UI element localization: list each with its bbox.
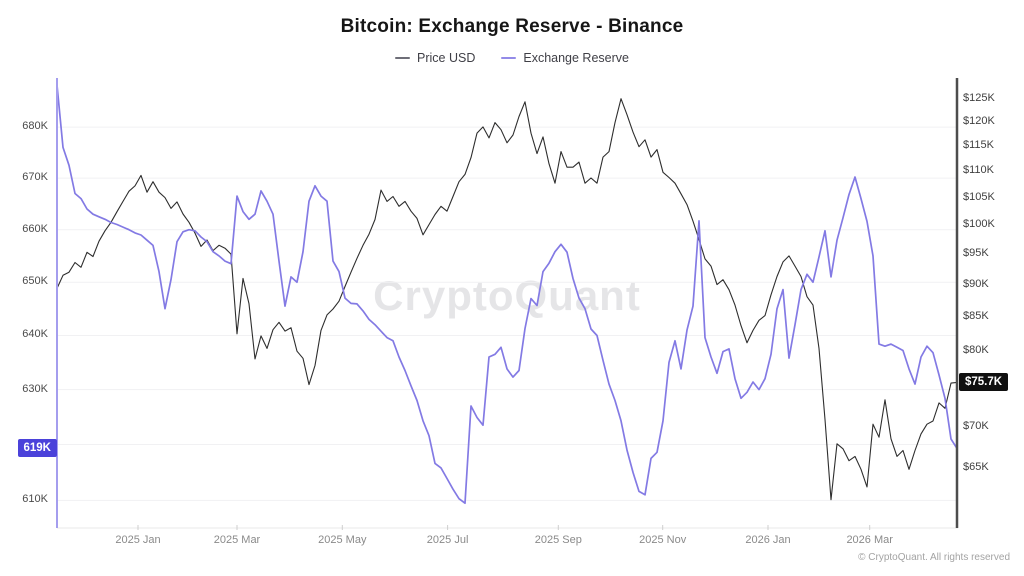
reserve-line [56,84,958,505]
reserve-line-dash-icon [501,57,517,59]
y-axis-right-tick-label: $85K [963,309,989,322]
legend-label-reserve: Exchange Reserve [523,51,629,65]
y-axis-left-tick-label: 660K [22,222,48,235]
x-axis-tick-label: 2025 Sep [534,534,582,546]
reserve-last-value-badge: 619K [17,439,57,458]
legend-item-price[interactable]: Price USD [395,51,475,65]
x-axis-tick-label: 2025 May [318,534,367,546]
y-axis-right-tick-label: $115K [963,139,994,152]
x-axis-tick-label: 2025 Jan [115,534,161,546]
y-axis-right-tick-label: $110K [963,164,994,177]
x-axis-tick-label: 2025 Nov [639,534,687,546]
price-line [56,98,958,501]
y-axis-right-tick-label: $120K [963,115,995,128]
y-axis-left-tick-label: 680K [22,120,48,133]
x-axis-tick-label: 2025 Jul [426,534,469,546]
chart-title: Bitcoin: Exchange Reserve - Binance [340,16,684,37]
y-axis-right-tick-label: $70K [963,419,989,432]
legend-label-price: Price USD [417,51,476,65]
y-axis-left-tick-label: 630K [22,382,48,395]
y-axis-left-tick-label: 640K [22,328,48,341]
y-axis-left-tick-label: 670K [22,171,48,184]
y-axis-right-tick-label: $95K [963,247,989,260]
x-axis-tick-label: 2026 Jan [745,534,791,546]
x-axis-tick-label: 2026 Mar [846,534,893,546]
y-axis-left-tick-label: 650K [22,275,48,288]
x-axis-tick-label: 2025 Mar [213,534,261,546]
legend-item-reserve[interactable]: Exchange Reserve [501,51,629,65]
y-axis-right-tick-label: $125K [963,92,995,105]
y-axis-left-tick-label: 610K [22,493,48,506]
y-axis-right-tick-label: $105K [963,190,995,203]
copyright-text: © CryptoQuant. All rights reserved [858,552,1010,563]
y-axis-right-tick-label: $100K [963,218,995,231]
price-last-value-badge: $75.7K [959,373,1009,392]
y-axis-right-tick-label: $90K [963,277,989,290]
price-line-dash-icon [395,57,411,59]
y-axis-right-tick-label: $80K [963,344,989,357]
legend: Price USD Exchange Reserve [0,51,1024,65]
y-axis-right-tick-label: $65K [963,461,989,474]
